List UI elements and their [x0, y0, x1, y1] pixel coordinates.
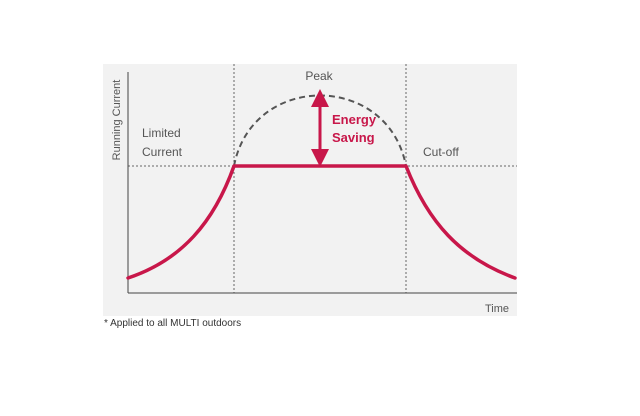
limited-current-label-line1: Limited: [142, 126, 181, 140]
energy-saving-label-line1: Energy: [332, 112, 377, 127]
x-axis-label: Time: [485, 303, 509, 315]
limited-current-label-line2: Current: [142, 145, 183, 159]
footnote: * Applied to all MULTI outdoors: [104, 318, 242, 329]
peak-label: Peak: [305, 69, 333, 83]
y-axis-label: Running Current: [111, 80, 123, 161]
plot-panel: [103, 64, 517, 316]
cut-off-label: Cut-off: [423, 145, 459, 159]
energy-saving-label-line2: Saving: [332, 130, 375, 145]
